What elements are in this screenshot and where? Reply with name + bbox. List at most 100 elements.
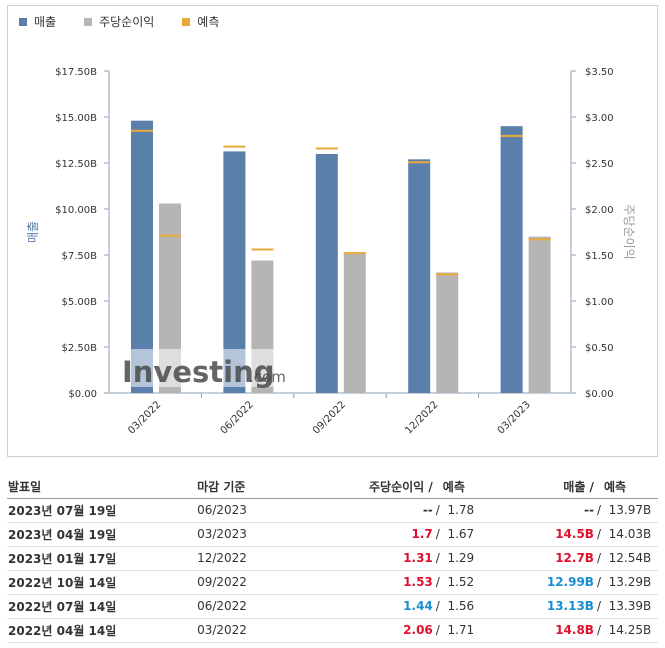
cell-eps-forecast: / 1.78 <box>434 498 481 523</box>
cell-revenue-forecast-value: 13.39B <box>608 599 652 613</box>
cell-period: 12/2022 <box>196 546 319 571</box>
cell-separator: / <box>596 503 609 517</box>
y-tick-label-left: $0.00 <box>68 389 97 400</box>
cell-eps: 1.7 <box>318 522 435 547</box>
cell-separator: / <box>435 599 448 613</box>
cell-eps: 1.31 <box>318 546 435 571</box>
cell-separator: / <box>435 503 448 517</box>
cell-separator: / <box>435 623 448 637</box>
cell-date: 2023년 07월 19일 <box>7 498 197 523</box>
cell-revenue: 12.99B <box>480 570 596 595</box>
legend-item-forecast[interactable]: 예측 <box>182 13 219 30</box>
legend-swatch-forecast <box>182 17 191 26</box>
cell-separator: / <box>596 551 609 565</box>
cell-date: 2022년 07월 14일 <box>7 594 197 619</box>
legend-item-revenue[interactable]: 매출 <box>19 13 56 30</box>
header-eps[interactable]: 주당순이익 / <box>318 476 435 499</box>
x-tick-label: 12/2022 <box>403 399 440 436</box>
legend-item-eps[interactable]: 주당순이익 <box>84 13 154 30</box>
cell-separator: / <box>596 575 609 589</box>
cell-revenue-forecast-value: 14.25B <box>608 623 652 637</box>
y-tick-label-left: $12.50B <box>55 159 97 170</box>
y-tick-label-right: $3.00 <box>585 113 614 124</box>
cell-period-value: 03/2022 <box>197 623 247 637</box>
watermark-suffix: .com <box>249 368 286 386</box>
y-tick-label-left: $7.50B <box>62 251 98 262</box>
cell-period-value: 12/2022 <box>197 551 247 565</box>
y-tick-label-right: $3.50 <box>585 67 614 78</box>
cell-period: 03/2023 <box>196 522 319 547</box>
eps-bar <box>343 252 366 393</box>
cell-eps-forecast-value: 1.78 <box>447 503 475 517</box>
y-tick-label-left: $5.00B <box>62 297 98 308</box>
cell-eps-forecast-value: 1.52 <box>447 575 475 589</box>
x-tick-label: 03/2022 <box>126 399 163 436</box>
cell-period-value: 03/2023 <box>197 527 247 541</box>
revenue-bar <box>131 120 153 394</box>
y-tick-label-right: $2.00 <box>585 205 614 216</box>
cell-revenue-value: 13.13B <box>546 599 594 613</box>
cell-revenue-value: 14.8B <box>555 623 594 637</box>
header-revenue[interactable]: 매출 / <box>480 476 596 499</box>
cell-revenue: 13.13B <box>480 594 596 619</box>
cell-revenue-value: 14.5B <box>555 527 594 541</box>
eps-forecast-marker <box>528 238 551 241</box>
cell-period: 06/2022 <box>196 594 319 619</box>
cell-eps-forecast-value: 1.29 <box>447 551 475 565</box>
cell-date: 2023년 04월 19일 <box>7 522 197 547</box>
cell-eps: 2.06 <box>318 618 435 643</box>
cell-revenue-forecast-value: 13.29B <box>608 575 652 589</box>
header-period[interactable]: 마감 기준 <box>196 476 319 499</box>
cell-revenue-value: 12.99B <box>546 575 594 589</box>
legend-label-forecast: 예측 <box>197 15 220 29</box>
cell-revenue-forecast: / 13.39B <box>595 594 658 619</box>
cell-eps-forecast: / 1.56 <box>434 594 481 619</box>
revenue-bar <box>408 159 431 393</box>
cell-eps-forecast-value: 1.56 <box>447 599 475 613</box>
chart-legend: 매출 주당순이익 예측 <box>19 13 219 30</box>
cell-revenue: 14.5B <box>480 522 596 547</box>
eps-bar <box>528 236 551 393</box>
cell-date-value: 2022년 10월 14일 <box>8 575 117 590</box>
x-tick-label: 06/2022 <box>219 399 256 436</box>
table-row: 2022년 07월 14일 06/2022 1.44/ 1.56 13.13B/ 13… <box>7 594 658 619</box>
y-axis-title-right: 주당순이익 <box>622 204 636 259</box>
legend-label-eps: 주당순이익 <box>99 15 155 29</box>
y-axis-title-left: 매출 <box>26 221 40 243</box>
cell-eps: -- <box>318 498 435 523</box>
cell-separator: / <box>596 599 609 613</box>
cell-revenue: 12.7B <box>480 546 596 571</box>
y-tick-label-right: $1.00 <box>585 297 614 308</box>
table-body: 2023년 07월 19일 06/2023 --/ 1.78 --/ 13.97B 20… <box>7 498 658 643</box>
revenue-forecast-marker <box>223 145 246 148</box>
y-tick-label-left: $2.50B <box>62 343 98 354</box>
cell-revenue-forecast-value: 12.54B <box>608 551 652 565</box>
y-tick-label-right: $1.50 <box>585 251 614 262</box>
table-row: 2023년 04월 19일 03/2023 1.7/ 1.67 14.5B/ 14.0… <box>7 522 658 547</box>
legend-swatch-revenue <box>19 17 27 26</box>
header-date[interactable]: 발표일 <box>7 476 197 499</box>
eps-bar <box>159 203 181 393</box>
cell-eps-value: 1.53 <box>403 575 433 589</box>
cell-eps-forecast: / 1.52 <box>434 570 481 595</box>
cell-revenue-forecast: / 13.97B <box>595 498 658 523</box>
y-tick-label-right: $0.50 <box>585 343 614 354</box>
revenue-forecast-marker <box>131 129 153 132</box>
table-row: 2023년 01월 17일 12/2022 1.31 / 1.29 12.7B/ 12.… <box>7 546 658 571</box>
y-tick-label-left: $17.50B <box>55 67 97 78</box>
header-revenue-forecast[interactable]: 예측 <box>595 476 658 499</box>
cell-revenue-forecast: / 14.25B <box>595 618 658 643</box>
cell-date: 2022년 10월 14일 <box>7 570 197 595</box>
cell-revenue-forecast: / 12.54B <box>595 546 658 571</box>
table-row: 2022년 04월 14일 03/2022 2.06/ 1.71 14.8B/ 14.… <box>7 618 658 643</box>
x-tick-label: 09/2022 <box>311 399 348 436</box>
revenue-forecast-marker <box>500 134 523 137</box>
cell-separator: / <box>596 527 609 541</box>
cell-date-value: 2023년 07월 19일 <box>8 503 117 518</box>
revenue-bar <box>315 153 338 393</box>
cell-revenue-forecast-value: 14.03B <box>608 527 652 541</box>
cell-period-value: 06/2023 <box>197 503 247 517</box>
cell-eps-forecast-value: 1.71 <box>447 623 475 637</box>
header-eps-forecast[interactable]: 예측 <box>434 476 481 499</box>
cell-date: 2023년 01월 17일 <box>7 546 197 571</box>
